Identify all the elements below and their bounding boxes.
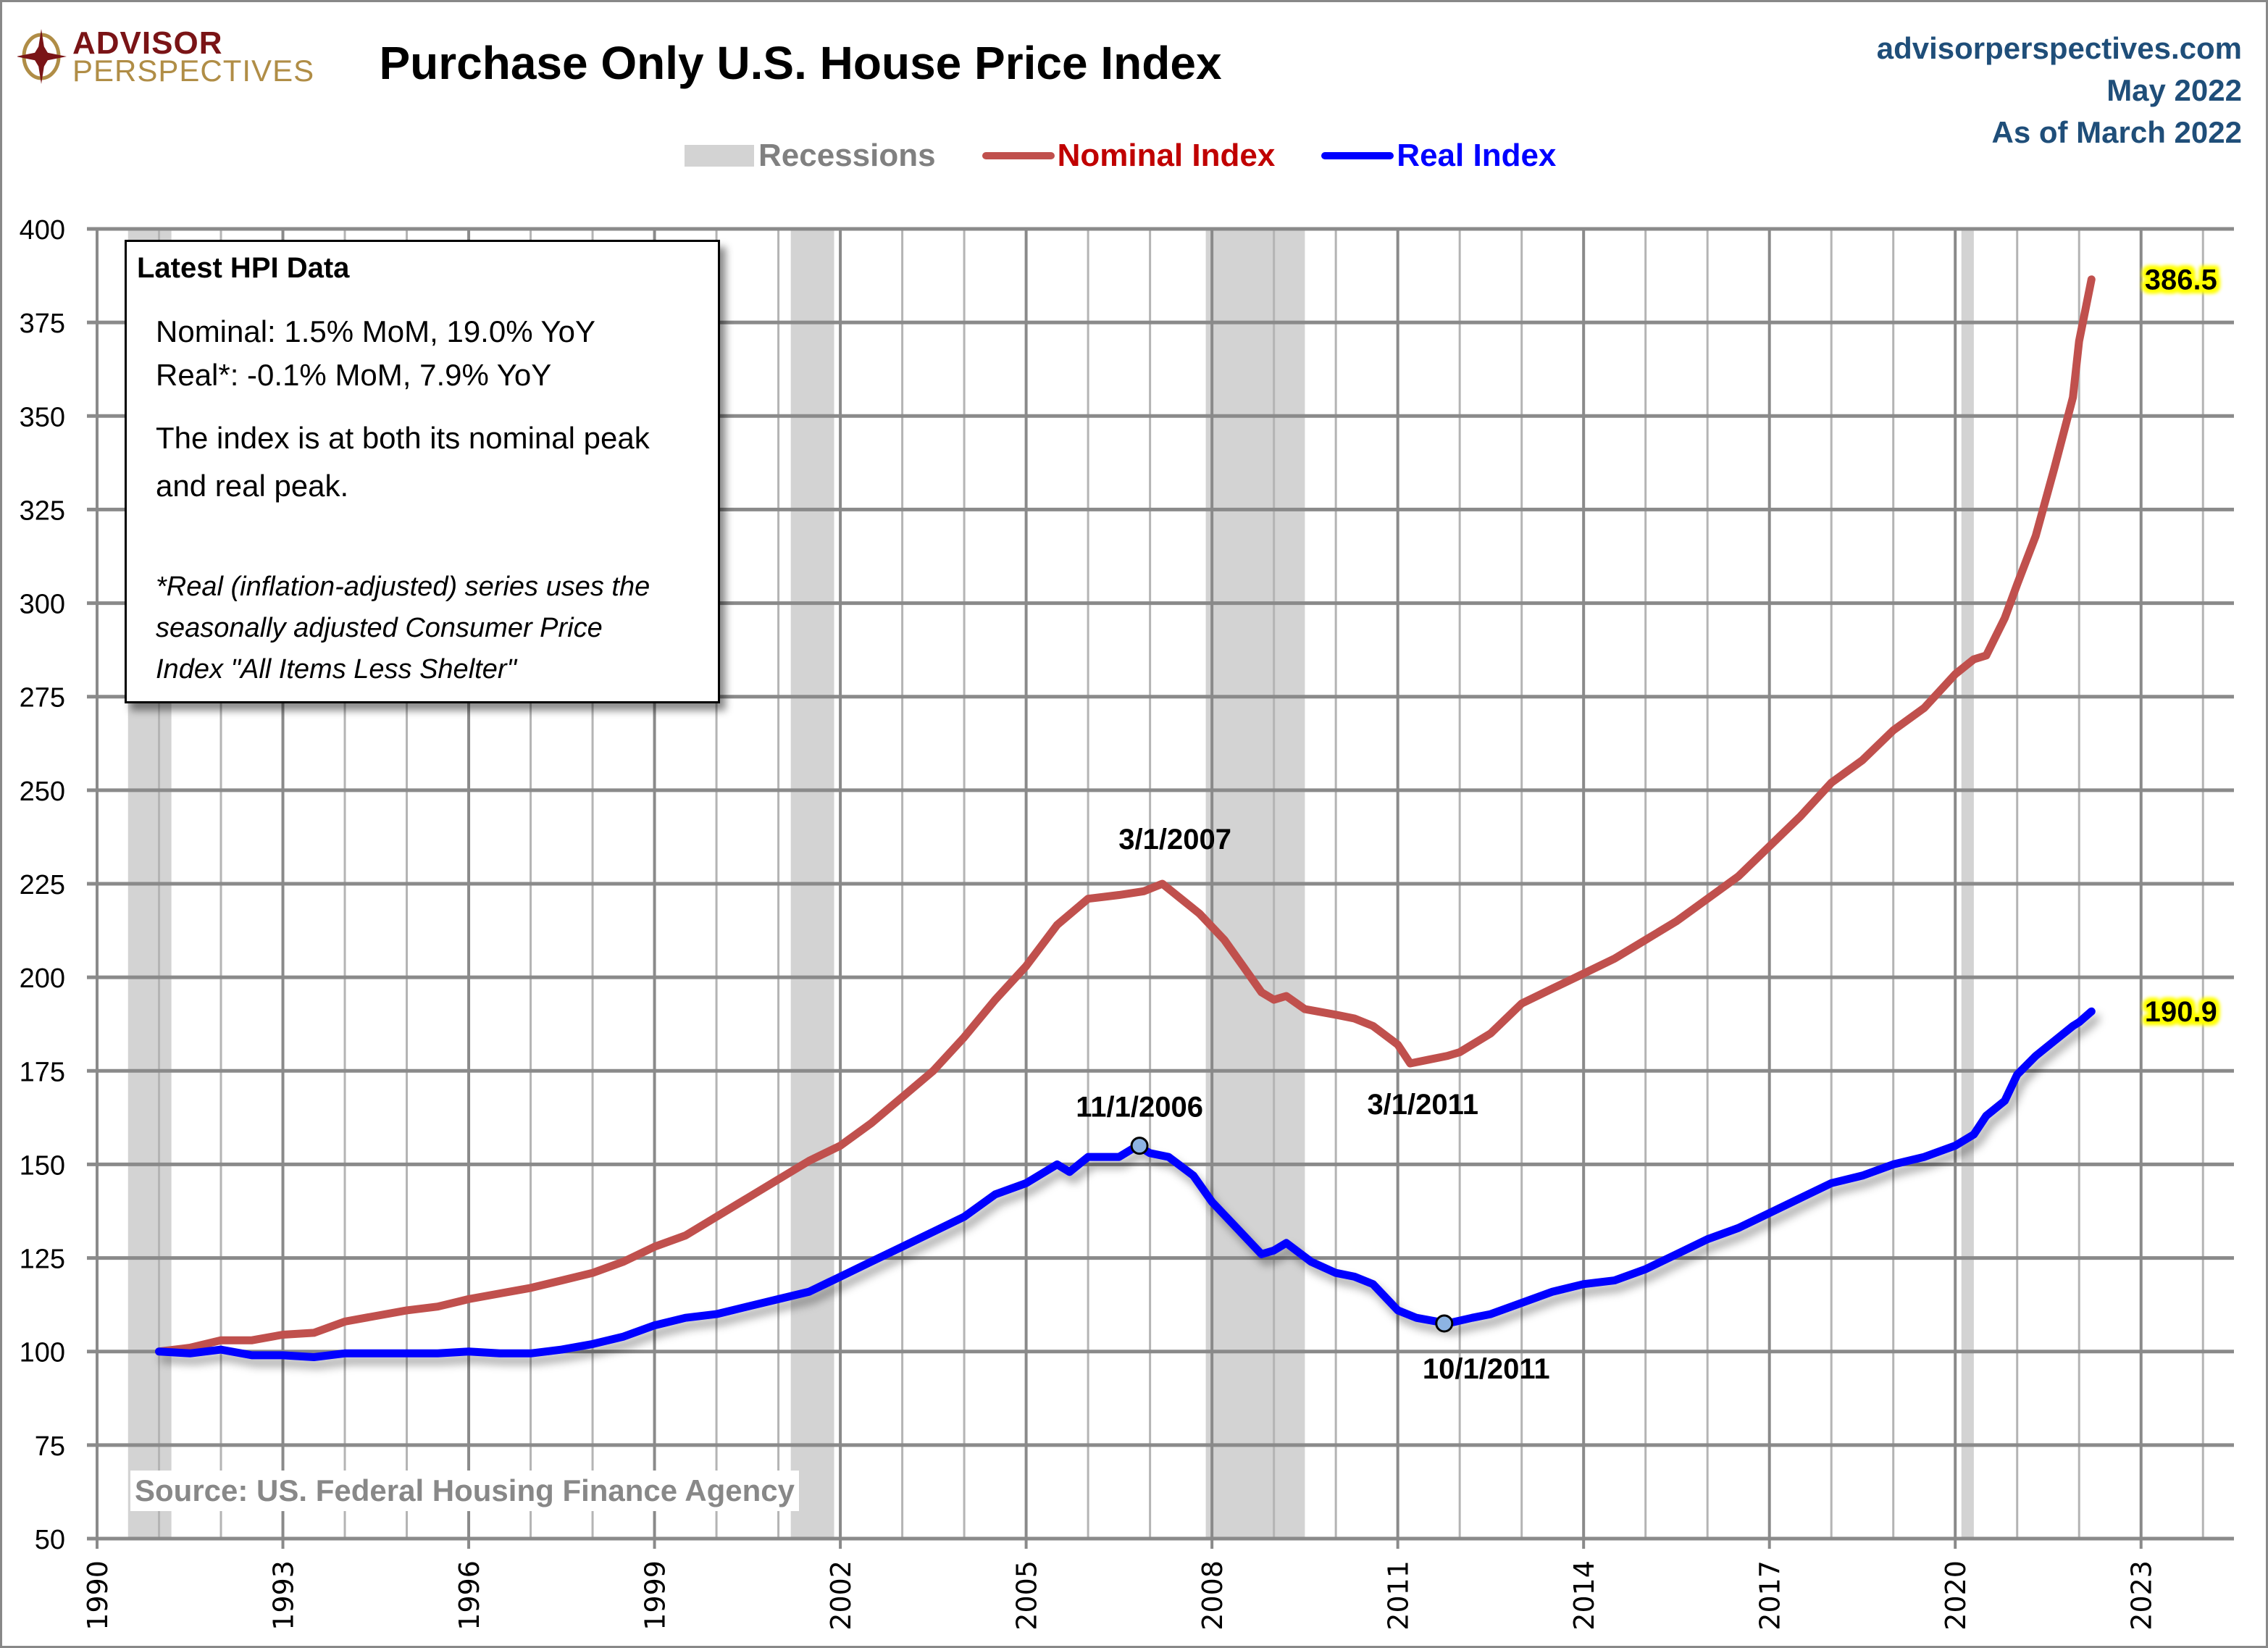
gridlines	[87, 227, 2234, 1549]
compass-star-icon	[17, 29, 67, 84]
info-box-title: Latest HPI Data	[137, 252, 350, 284]
y-tick-label: 50	[35, 1525, 65, 1555]
info-footnote-line-2: seasonally adjusted Consumer Price	[156, 613, 603, 643]
publish-date: May 2022	[2106, 73, 2242, 107]
y-tick-label: 225	[20, 870, 65, 900]
y-tick-label: 125	[20, 1245, 65, 1275]
y-tick-label: 325	[20, 495, 65, 526]
x-tick-label: 2002	[825, 1560, 857, 1631]
y-tick-label: 250	[20, 777, 65, 807]
legend-swatch-real	[1321, 152, 1394, 159]
y-tick-label: 100	[20, 1338, 65, 1368]
legend-swatch-nominal	[982, 152, 1055, 159]
y-tick-label: 275	[20, 683, 65, 714]
chart-title: Purchase Only U.S. House Price Index	[379, 37, 1222, 89]
x-tick-label: 1990	[82, 1560, 114, 1631]
x-tick-label: 2005	[1011, 1560, 1043, 1631]
x-tick-label: 2020	[1940, 1560, 1972, 1631]
annotation-nominal-trough: 3/1/2011	[1367, 1089, 1478, 1121]
info-footnote-line-3: Index "All Items Less Shelter"	[156, 654, 516, 685]
y-tick-label: 300	[20, 590, 65, 620]
x-tick-label: 2011	[1383, 1560, 1415, 1631]
real-peak-marker	[1130, 1137, 1149, 1155]
y-tick-label: 150	[20, 1150, 65, 1181]
info-peak-line-2: and real peak.	[156, 469, 349, 503]
legend-item-nominal: Nominal Index	[982, 138, 1276, 174]
x-tick-label: 2017	[1754, 1560, 1786, 1631]
info-footnote-line-1: *Real (inflation-adjusted) series uses t…	[156, 572, 650, 602]
y-tick-label: 400	[20, 215, 65, 246]
x-tick-label: 2023	[2126, 1560, 2158, 1631]
legend-item-real: Real Index	[1321, 138, 1556, 174]
x-tick-label: 1999	[640, 1560, 671, 1631]
x-tick-label: 1993	[268, 1560, 300, 1631]
real-index-line	[155, 1007, 2096, 1361]
y-tick-label: 375	[20, 309, 65, 339]
annotations: 3/1/2007 3/1/2011 11/1/2006 10/1/2011 386.5 1…	[1076, 264, 2217, 1385]
y-tick-label: 175	[20, 1057, 65, 1087]
nominal-index-line	[155, 275, 2096, 1356]
legend: Recessions Nominal Index Real Index	[685, 134, 1602, 177]
annotation-real-peak: 11/1/2006	[1076, 1092, 1203, 1124]
legend-item-recessions: Recessions	[685, 138, 936, 174]
y-tick-label: 200	[20, 963, 65, 994]
y-tick-label: 350	[20, 402, 65, 432]
legend-swatch-recessions	[685, 145, 754, 167]
x-tick-label: 2014	[1568, 1560, 1600, 1631]
info-peak-line-1: The index is at both its nominal peak	[156, 421, 650, 455]
latest-real-value-label: 190.9	[2145, 996, 2217, 1028]
axes: 400 375 350 325 300 275 250 225 200 175 150 125 100 7…	[20, 215, 2158, 1631]
site-info: advisorperspectives.com May 2022 As of M…	[1877, 28, 2242, 154]
info-footnote: *Real (inflation-adjusted) series uses t…	[156, 566, 721, 690]
info-real-change: Real*: -0.1% MoM, 7.9% YoY	[156, 358, 552, 392]
logo-text-bottom: PERSPECTIVES	[72, 54, 315, 88]
annotation-real-trough: 10/1/2011	[1423, 1353, 1550, 1385]
source-note: Source: US. Federal Housing Finance Agen…	[130, 1471, 799, 1511]
latest-nominal-value-label: 386.5	[2145, 264, 2217, 296]
real-trough-marker	[1435, 1314, 1454, 1333]
y-tick-label: 75	[35, 1431, 65, 1462]
info-nominal-change: Nominal: 1.5% MoM, 19.0% YoY	[156, 314, 595, 348]
advisor-perspectives-logo: ADVISOR PERSPECTIVES	[17, 25, 322, 88]
legend-label-real: Real Index	[1397, 138, 1557, 173]
legend-label-nominal: Nominal Index	[1057, 138, 1276, 173]
logo-text-top: ADVISOR	[72, 25, 223, 61]
legend-label-recessions: Recessions	[758, 138, 936, 173]
x-tick-label: 1996	[453, 1560, 485, 1631]
series-lines	[155, 275, 2096, 1361]
site-url: advisorperspectives.com	[1876, 31, 2242, 65]
latest-hpi-info-box: Latest HPI Data Nominal: 1.5% MoM, 19.0%…	[125, 240, 720, 703]
x-tick-label: 2008	[1197, 1560, 1229, 1631]
as-of-date: As of March 2022	[1991, 115, 2242, 149]
annotation-nominal-peak: 3/1/2007	[1118, 824, 1231, 856]
